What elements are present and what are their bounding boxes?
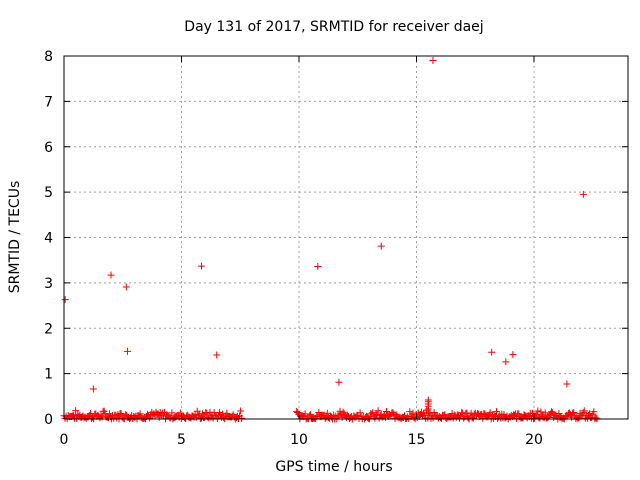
bump-point	[424, 396, 432, 404]
grid-lines	[64, 56, 628, 419]
baseline-point	[146, 414, 154, 422]
baseline-point	[336, 407, 344, 415]
y-tick-label: 5	[44, 185, 53, 201]
baseline-point	[199, 410, 207, 418]
outlier-point	[563, 380, 571, 388]
y-tick-label: 8	[44, 49, 53, 65]
baseline-point	[203, 409, 211, 417]
outlier-point	[89, 385, 97, 393]
baseline-point	[97, 412, 105, 420]
x-axis-label: GPS time / hours	[275, 459, 392, 475]
baseline-point	[460, 414, 468, 422]
baseline-point	[294, 408, 302, 416]
x-tick-label: 10	[290, 432, 308, 448]
plot-frame	[63, 55, 629, 420]
outlier-point	[335, 378, 343, 386]
baseline-point	[72, 407, 80, 415]
baseline-point	[238, 414, 246, 422]
outlier-point	[107, 271, 115, 279]
baseline-point	[493, 408, 501, 416]
baseline-point	[105, 410, 113, 418]
baseline-point	[586, 410, 594, 418]
outlier-point	[61, 296, 69, 304]
baseline-point	[176, 409, 184, 417]
y-tick-label: 3	[44, 276, 53, 292]
outlier-point	[488, 348, 496, 356]
baseline-point	[532, 412, 540, 420]
baseline-point	[237, 407, 245, 415]
baseline-point	[537, 408, 545, 416]
baseline-point	[580, 407, 588, 415]
y-tick-label: 1	[44, 367, 53, 383]
outlier-point	[123, 347, 131, 355]
baseline-point	[541, 409, 549, 417]
y-axis-label: SRMTID / TECUs	[7, 181, 23, 294]
x-tick-label: 5	[177, 432, 186, 448]
baseline-point	[223, 409, 231, 417]
baseline-point	[570, 409, 578, 417]
baseline-point	[339, 408, 347, 416]
baseline-point	[590, 408, 598, 416]
baseline-point	[592, 414, 600, 422]
baseline-point	[168, 409, 176, 417]
y-tick-label: 7	[44, 94, 53, 110]
outlier-point	[314, 263, 322, 271]
baseline-point	[117, 409, 125, 417]
baseline-point	[552, 411, 560, 419]
baseline-point	[406, 408, 414, 416]
outlier-point	[429, 57, 437, 65]
outlier-point	[122, 283, 130, 291]
outlier-point	[377, 242, 385, 250]
x-tick-label: 15	[408, 432, 426, 448]
baseline-point	[548, 408, 556, 416]
baseline-point	[356, 409, 364, 417]
outlier-point	[579, 190, 587, 198]
outlier-point	[502, 358, 510, 366]
x-tick-label: 20	[525, 432, 543, 448]
baseline-point	[534, 407, 542, 415]
outlier-point	[509, 351, 517, 359]
y-tick-label: 0	[44, 412, 53, 428]
baseline-point	[195, 410, 203, 418]
y-tick-label: 6	[44, 140, 53, 156]
y-tick-label: 2	[44, 321, 53, 337]
data-points	[60, 57, 601, 423]
outlier-point	[197, 262, 205, 270]
outlier-point	[213, 351, 221, 359]
baseline-point	[306, 410, 314, 418]
baseline-point	[136, 410, 144, 418]
x-tick-label: 0	[60, 432, 69, 448]
baseline-point	[430, 409, 438, 417]
chart-title: Day 131 of 2017, SRMTID for receiver dae…	[184, 19, 483, 35]
baseline-point	[374, 407, 382, 415]
axis-ticks: 0 5 10 15 20 0 1 2 3 4 5 6 7 8	[44, 49, 628, 448]
baseline-point	[219, 410, 227, 418]
baseline-point	[383, 408, 391, 416]
y-tick-label: 4	[44, 231, 53, 247]
